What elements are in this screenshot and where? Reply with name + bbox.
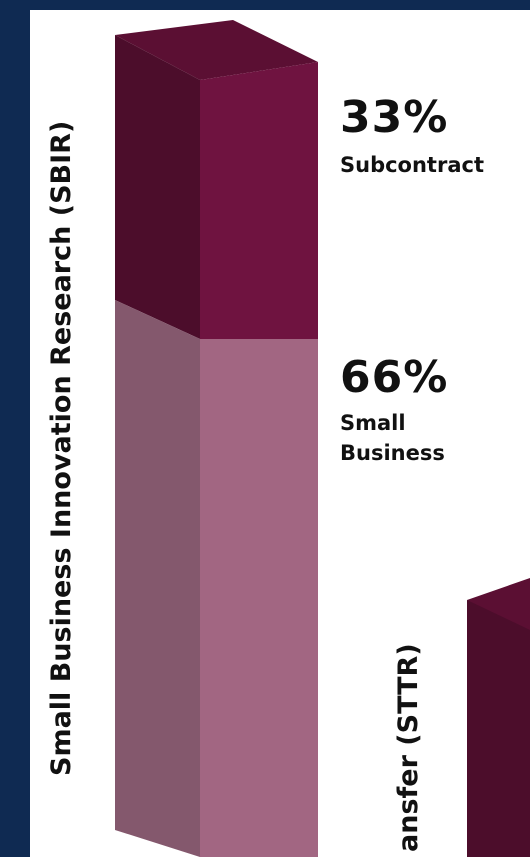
- small-business-percent-label: 66%: [340, 352, 449, 403]
- sttr-front-face: [467, 600, 530, 857]
- small-business-front-face: [200, 339, 318, 857]
- small-business-label-line2: Business: [340, 441, 445, 465]
- small-business-side-face: [115, 300, 200, 857]
- subcontract-side-face: [115, 35, 200, 339]
- sttr-axis-label: ansfer (STTR): [393, 643, 424, 852]
- subcontract-percent-label: 33%: [340, 92, 449, 143]
- subcontract-top-face: [115, 20, 318, 80]
- small-business-label-line1: Small: [340, 411, 406, 435]
- subcontract-label: Subcontract: [340, 153, 484, 177]
- sbir-axis-label: Small Business Innovation Research (SBIR…: [46, 120, 77, 776]
- subcontract-front-face: [200, 62, 318, 339]
